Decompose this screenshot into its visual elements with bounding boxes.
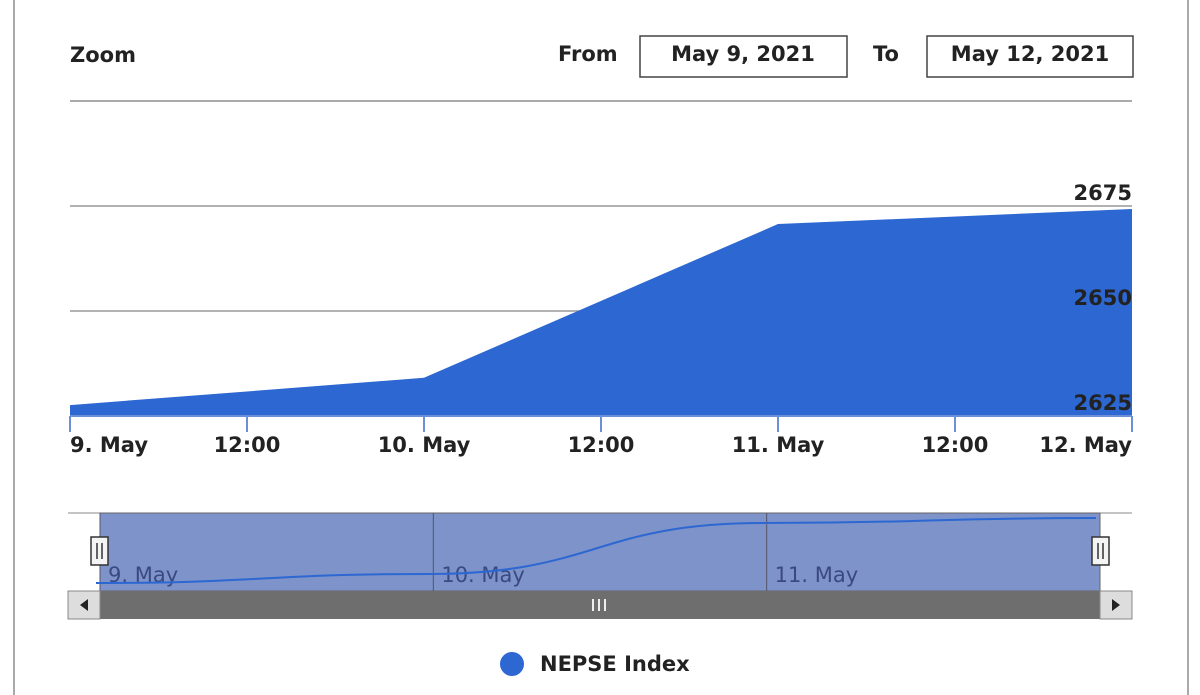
handle-grip xyxy=(1097,543,1104,559)
handle-grip xyxy=(96,543,103,559)
x-tick-label: 10. May xyxy=(378,433,471,457)
x-tick-label: 11. May xyxy=(732,433,825,457)
to-label: To xyxy=(873,42,899,66)
x-tick-label: 12:00 xyxy=(922,433,989,457)
x-tick-label: 9. May xyxy=(70,433,148,457)
y-tick-label: 2650 xyxy=(1074,286,1132,310)
scrollbar-right-arrow xyxy=(1112,599,1120,611)
navigator-line xyxy=(95,517,1097,584)
zoom-label: Zoom xyxy=(70,43,136,67)
y-tick-label: 2675 xyxy=(1074,181,1132,205)
navigator-handle-left[interactable] xyxy=(90,536,109,566)
x-tick-label: 12. May xyxy=(1039,433,1132,457)
from-label: From xyxy=(558,42,618,66)
scrollbar-left-button[interactable] xyxy=(67,590,101,620)
x-tick-label: 12:00 xyxy=(568,433,635,457)
from-input[interactable] xyxy=(639,35,848,78)
scrollbar-grip xyxy=(592,599,606,611)
to-value[interactable]: May 12, 2021 xyxy=(951,42,1109,66)
navigator-tick-label: 10. May xyxy=(441,563,525,587)
x-tick-label: 12:00 xyxy=(214,433,281,457)
navigator-handle-right[interactable] xyxy=(1091,536,1110,566)
navigator-tick-label: 11. May xyxy=(775,563,859,587)
y-tick-label: 2625 xyxy=(1074,391,1132,415)
scrollbar-left-arrow xyxy=(80,599,88,611)
legend-marker xyxy=(500,652,524,676)
to-input[interactable] xyxy=(926,35,1134,78)
area xyxy=(70,208,1132,416)
legend-label: NEPSE Index xyxy=(540,652,690,676)
from-value[interactable]: May 9, 2021 xyxy=(671,42,815,66)
